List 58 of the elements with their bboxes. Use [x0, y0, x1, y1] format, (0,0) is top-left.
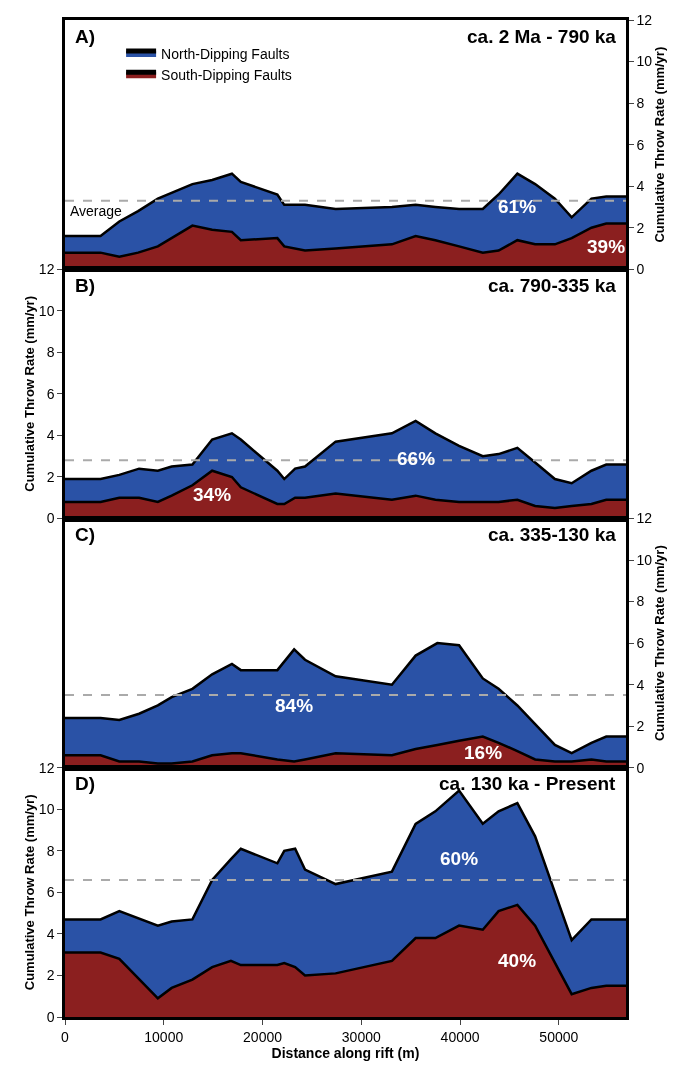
annotation: 40%	[498, 950, 537, 971]
annotation: 34%	[193, 484, 232, 505]
y-tick-label: 4	[46, 427, 55, 444]
y-tick-label: 2	[46, 967, 55, 984]
y2-tick-label: 8	[636, 593, 645, 610]
y-tick-label: 2	[46, 468, 55, 485]
y2-tick-label: 10	[636, 551, 653, 568]
x-tick-label: 20000	[243, 1028, 283, 1045]
x-tick-label: 0	[61, 1028, 70, 1045]
x-tick-label: 30000	[341, 1028, 381, 1045]
chart-title: ca. 335-130 ka	[488, 524, 617, 545]
y2-tick-label: 2	[636, 718, 645, 735]
y2-tick-label: 4	[636, 178, 645, 195]
annotation: B)	[75, 275, 96, 296]
y2-tick-label: 4	[636, 676, 645, 693]
y-tick-label: 12	[38, 261, 55, 278]
y-tick-label: 8	[46, 842, 55, 859]
chart-title: ca. 130 ka - Present	[439, 773, 617, 794]
y-tick-label: 6	[46, 884, 55, 901]
legend-label: North-Dipping Faults	[161, 45, 290, 62]
legend-label: South-Dipping Faults	[161, 66, 292, 83]
annotation: 66%	[397, 448, 436, 469]
annotation: 60%	[440, 848, 479, 869]
y2-tick-label: 6	[636, 136, 645, 153]
chart-title: ca. 2 Ma - 790 ka	[467, 26, 617, 47]
y-tick-label: 8	[46, 344, 55, 361]
x-axis-title: Distance along rift (m)	[271, 1044, 420, 1061]
y2-tick-label: 8	[636, 94, 645, 111]
chart-title: ca. 790-335 ka	[488, 275, 617, 296]
y-tick-label: 10	[38, 302, 55, 319]
y-tick-label: 0	[46, 510, 55, 527]
y-axis-title: Cumulative Throw Rate (mm/yr)	[21, 295, 37, 492]
y2-axis-title: Cumulative Throw Rate (mm/yr)	[652, 545, 668, 742]
annotation: A)	[75, 26, 96, 47]
y-tick-label: 10	[38, 801, 55, 818]
x-tick-label: 40000	[440, 1028, 480, 1045]
y2-tick-label: 2	[636, 219, 645, 236]
y2-tick-label: 6	[636, 635, 645, 652]
x-tick-label: 50000	[539, 1028, 579, 1045]
x-tick-label: 10000	[144, 1028, 184, 1045]
y-tick-label: 6	[46, 385, 55, 402]
annotation: 16%	[464, 742, 503, 763]
y-axis-title: Cumulative Throw Rate (mm/yr)	[21, 794, 37, 991]
y-tick-label: 4	[46, 925, 55, 942]
y-tick-label: 12	[38, 759, 55, 776]
annotation: D)	[75, 773, 96, 794]
y2-tick-label: 0	[636, 759, 645, 776]
annotation: 39%	[587, 236, 626, 257]
y2-tick-label: 12	[636, 11, 653, 28]
ref-line-label: Average	[70, 203, 123, 219]
annotation: 84%	[275, 695, 314, 716]
y-tick-label: 0	[46, 1008, 55, 1025]
y2-axis-title: Cumulative Throw Rate (mm/yr)	[652, 46, 668, 243]
annotation: C)	[75, 524, 96, 545]
y2-tick-label: 10	[636, 53, 653, 70]
annotation: 61%	[498, 196, 537, 217]
y2-tick-label: 0	[636, 261, 645, 278]
y2-tick-label: 12	[636, 510, 653, 527]
